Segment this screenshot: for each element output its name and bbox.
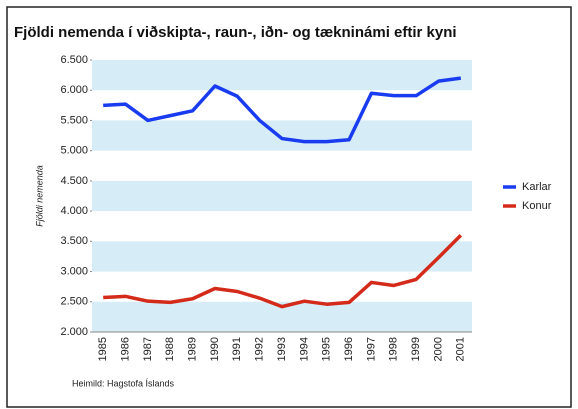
y-tick-label: 4.500 — [60, 175, 88, 187]
x-tick-label: 2001 — [455, 337, 467, 361]
x-tick-label: 1996 — [343, 337, 355, 361]
x-tick-label: 1986 — [119, 337, 131, 361]
x-tick-label: 1993 — [276, 337, 288, 361]
legend-label: Konur — [522, 200, 552, 212]
legend-label: Karlar — [522, 181, 552, 193]
x-tick-label: 1992 — [254, 337, 266, 361]
x-tick-label: 1999 — [410, 337, 422, 361]
x-tick-label: 1991 — [231, 337, 243, 361]
y-tick-label: 6.000 — [60, 84, 88, 96]
band — [92, 60, 472, 91]
y-tick-label: 5.500 — [60, 114, 88, 126]
x-tick-label: 1990 — [209, 337, 221, 361]
x-tick-label: 1998 — [388, 337, 400, 361]
band — [92, 241, 472, 272]
x-tick-label: 1997 — [365, 337, 377, 361]
y-tick-label: 3.000 — [60, 265, 88, 277]
y-tick-label: 5.000 — [60, 145, 88, 157]
y-tick-label: 6.500 — [60, 54, 88, 66]
x-tick-label: 1994 — [298, 337, 310, 361]
y-axis-label: Fjöldi nemenda — [34, 165, 44, 227]
y-tick-label: 3.500 — [60, 235, 88, 247]
x-tick-label: 1989 — [186, 337, 198, 361]
line — [103, 76, 462, 144]
band — [92, 120, 472, 151]
x-tick-label: 1987 — [142, 337, 154, 361]
x-tick-label: 2000 — [432, 337, 444, 361]
source: Heimild: Hagstofa Íslands — [72, 378, 175, 388]
y-tick-label: 2.000 — [60, 326, 88, 338]
y-tick-label: 4.000 — [60, 205, 88, 217]
frame — [6, 6, 572, 408]
x-tick-label: 1985 — [97, 337, 109, 361]
x-tick-label: 1988 — [164, 337, 176, 361]
y-tick-label: 2.500 — [60, 296, 88, 308]
line — [103, 234, 463, 309]
band — [92, 180, 472, 212]
x-tick-label: 1995 — [321, 337, 333, 361]
chart-title: Fjöldi nemenda í viðskipta-, raun-, iðn-… — [14, 24, 457, 41]
